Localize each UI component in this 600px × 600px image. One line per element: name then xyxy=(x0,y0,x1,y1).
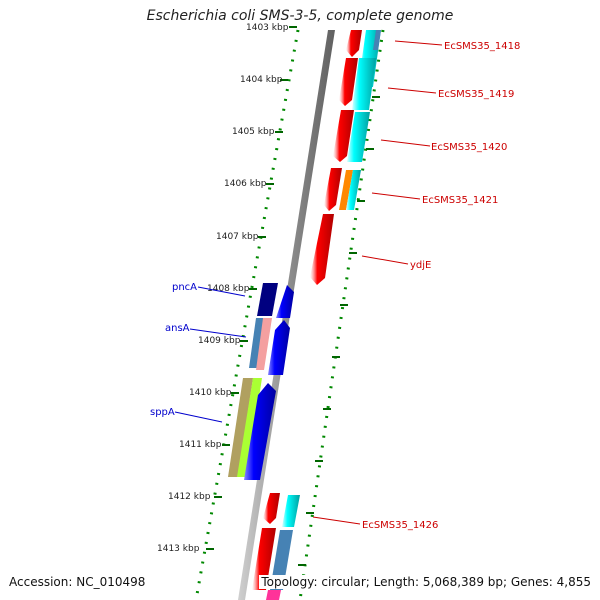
label-leader xyxy=(189,328,247,338)
tick-label: 1407 kbp xyxy=(216,232,259,242)
gene-arrow xyxy=(256,318,272,370)
tick-label: 1410 kbp xyxy=(189,388,232,398)
gene-label: EcSMS35_1420 xyxy=(431,142,507,153)
gene-label: EcSMS35_1418 xyxy=(444,41,520,52)
label-leader xyxy=(361,255,409,265)
gene-arrow xyxy=(373,30,381,50)
label-leader xyxy=(380,139,431,147)
label-leader xyxy=(197,286,246,297)
tick-label: 1405 kbp xyxy=(232,127,275,137)
tick-label: 1411 kbp xyxy=(179,440,222,450)
tick-label: 1403 kbp xyxy=(246,23,289,33)
gene-arrow xyxy=(339,58,358,106)
gene-arrow xyxy=(263,493,280,524)
gene-arrow xyxy=(237,378,262,477)
gene-arrow xyxy=(339,170,353,210)
tick-label: 1408 kbp xyxy=(207,284,250,294)
gene-label: pncA xyxy=(172,282,197,293)
tick-label: 1412 kbp xyxy=(168,492,211,502)
gene-arrow xyxy=(244,383,276,480)
tick-label: 1409 kbp xyxy=(198,336,241,346)
gene-arrow xyxy=(249,318,264,368)
gene-arrow xyxy=(346,170,361,210)
map-title: Escherichia coli SMS-3-5, complete genom… xyxy=(146,8,454,24)
gene-label: EcSMS35_1419 xyxy=(438,89,514,100)
gene-label: EcSMS35_1426 xyxy=(362,520,438,531)
label-leader xyxy=(387,87,437,94)
gene-arrow xyxy=(333,110,354,162)
label-leader xyxy=(371,192,421,200)
tick-track-right xyxy=(298,29,385,600)
gene-arrow xyxy=(257,283,278,316)
tick-label: 1413 kbp xyxy=(157,544,200,554)
gene-features-left xyxy=(228,283,294,480)
label-leader xyxy=(174,411,223,423)
gene-arrow xyxy=(228,378,253,477)
gene-arrow xyxy=(346,30,362,57)
gene-label: ansA xyxy=(165,323,190,334)
gene-arrow xyxy=(347,112,370,162)
gene-arrow xyxy=(324,168,342,211)
gene-label: ydjE xyxy=(410,260,431,271)
gene-arrow xyxy=(352,58,376,110)
gene-arrow xyxy=(252,528,276,590)
accession-text: Accession: NC_010498 xyxy=(9,575,146,589)
topology-text: Topology: circular; Length: 5,068,389 bp… xyxy=(259,575,591,589)
gene-arrow xyxy=(266,590,281,600)
tick-marks: 1403 kbp 1404 kbp 1405 kbp 1406 kbp 1407… xyxy=(157,23,380,566)
tick-label: 1404 kbp xyxy=(240,75,283,85)
gene-features-right xyxy=(310,30,381,285)
gene-arrow xyxy=(276,285,294,318)
tick-label: 1406 kbp xyxy=(224,179,267,189)
gene-arrow xyxy=(268,320,290,375)
label-leader xyxy=(394,40,443,46)
gene-label: EcSMS35_1421 xyxy=(422,195,498,206)
gene-labels-left: pncA ansA sppA xyxy=(150,282,247,423)
gene-arrow xyxy=(282,495,300,527)
gene-labels-right: EcSMS35_1418 EcSMS35_1419 EcSMS35_1420 E… xyxy=(312,40,520,531)
gene-arrow xyxy=(310,214,334,285)
label-leader xyxy=(312,516,361,525)
gene-label: sppA xyxy=(150,407,175,418)
